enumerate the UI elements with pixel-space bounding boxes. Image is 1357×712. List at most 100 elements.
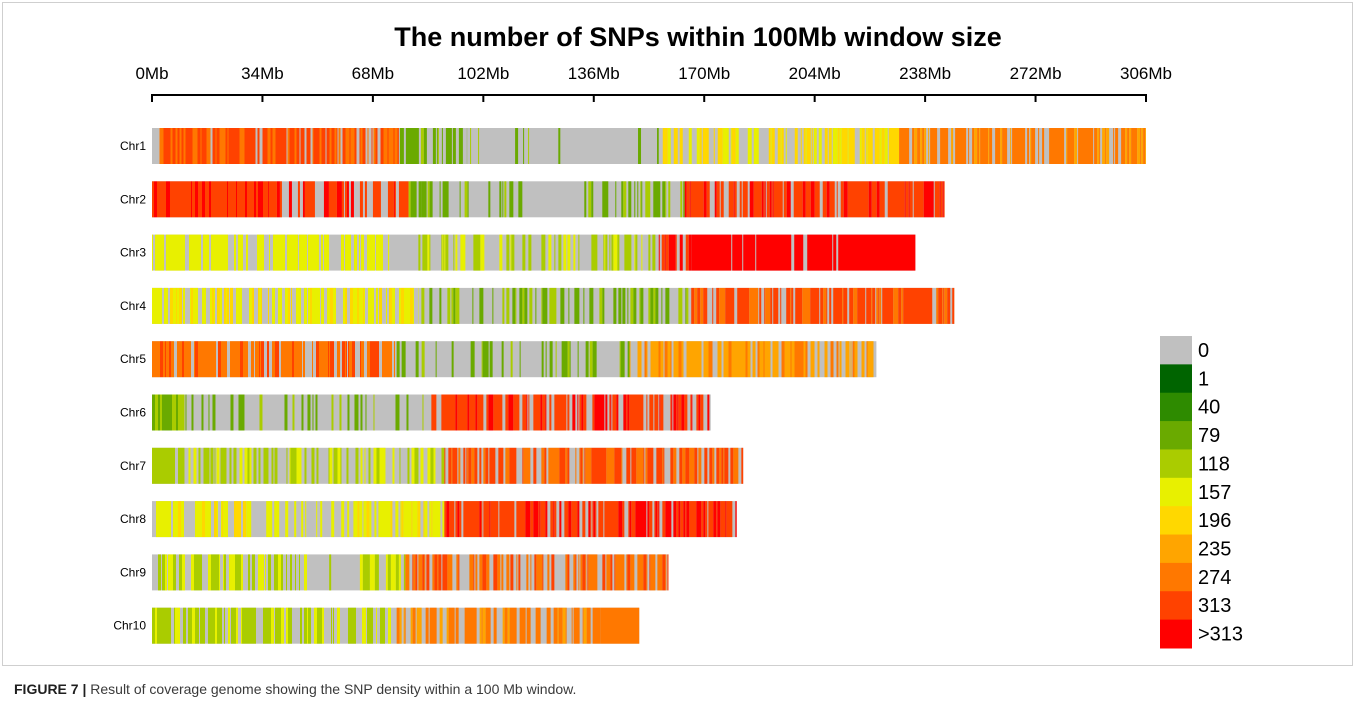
snp-window-stripe	[662, 181, 666, 218]
snp-window-stripe	[872, 287, 876, 324]
snp-window-stripe	[899, 128, 910, 164]
snp-window-stripe	[415, 341, 419, 378]
snp-window-stripe	[405, 554, 410, 591]
snp-window-stripe	[353, 287, 357, 324]
snp-window-stripe	[380, 607, 385, 644]
snp-window-stripe	[453, 234, 455, 271]
snp-window-stripe	[605, 234, 608, 271]
snp-window-stripe	[850, 341, 852, 378]
snp-window-stripe	[742, 181, 748, 218]
snp-window-stripe	[725, 287, 735, 324]
snp-window-stripe	[227, 287, 229, 324]
snp-window-stripe	[940, 128, 949, 164]
snp-window-stripe	[160, 341, 163, 378]
snp-window-stripe	[483, 447, 486, 484]
snp-window-stripe	[805, 341, 808, 378]
snp-window-stripe	[631, 501, 636, 538]
snp-window-stripe	[667, 554, 669, 591]
snp-window-stripe	[365, 394, 367, 431]
snp-window-stripe	[247, 181, 254, 218]
snp-window-stripe	[658, 234, 660, 271]
snp-window-stripe	[913, 181, 924, 218]
snp-window-stripe	[884, 128, 888, 164]
snp-window-stripe	[583, 287, 585, 324]
snp-window-stripe	[599, 287, 603, 324]
x-axis: 0Mb 34Mb 68Mb 102Mb 136Mb 170Mb 204Mb 238Mb 272M…	[135, 64, 1172, 102]
snp-window-stripe	[493, 607, 497, 644]
snp-window-stripe	[230, 394, 234, 431]
snp-window-stripe	[565, 554, 568, 591]
snp-window-stripe	[455, 607, 459, 644]
snp-window-stripe	[522, 394, 527, 431]
snp-window-stripe	[938, 287, 943, 324]
snp-window-stripe	[673, 341, 679, 378]
snp-window-stripe	[581, 394, 584, 431]
snp-window-stripe	[257, 128, 260, 164]
snp-window-stripe	[289, 128, 295, 164]
snp-window-stripe	[703, 287, 708, 324]
snp-window-stripe	[404, 607, 406, 644]
snp-window-stripe	[152, 607, 155, 644]
snp-window-stripe	[312, 394, 314, 431]
snp-window-stripe	[620, 341, 625, 378]
legend-swatch	[1160, 534, 1192, 564]
snp-window-stripe	[700, 394, 704, 431]
snp-window-stripe	[807, 234, 833, 271]
legend-swatch	[1160, 477, 1192, 507]
snp-window-stripe	[310, 287, 312, 324]
snp-window-stripe	[483, 501, 490, 538]
snp-window-stripe	[829, 181, 835, 218]
snp-window-stripe	[360, 128, 363, 164]
snp-window-stripe	[170, 287, 173, 324]
snp-window-stripe	[410, 607, 413, 644]
snp-window-stripe	[685, 501, 687, 538]
snp-window-stripe	[468, 447, 472, 484]
snp-window-stripe	[802, 181, 806, 218]
snp-window-stripe	[526, 607, 531, 644]
snp-window-stripe	[843, 287, 848, 324]
snp-window-stripe	[542, 394, 546, 431]
snp-window-stripe	[730, 447, 734, 484]
chromosome-label: Chr9	[120, 565, 146, 579]
snp-window-stripe	[203, 234, 209, 271]
snp-window-stripe	[429, 501, 432, 538]
snp-window-stripe	[152, 341, 160, 378]
snp-window-stripe	[393, 181, 395, 218]
snp-window-stripe	[928, 128, 930, 164]
snp-window-stripe	[241, 554, 243, 591]
snp-window-stripe	[162, 554, 165, 591]
snp-window-stripe	[173, 554, 176, 591]
snp-window-stripe	[212, 394, 216, 431]
snp-window-stripe	[613, 234, 618, 271]
snp-window-stripe	[1031, 128, 1036, 164]
snp-window-stripe	[504, 181, 507, 218]
snp-window-stripe	[614, 554, 616, 591]
snp-window-stripe	[429, 181, 433, 218]
snp-window-stripe	[447, 554, 453, 591]
snp-window-stripe	[690, 181, 704, 218]
snp-window-stripe	[868, 181, 872, 218]
snp-window-stripe	[333, 607, 334, 644]
snp-window-stripe	[781, 341, 785, 378]
snp-window-stripe	[436, 128, 438, 164]
snp-window-stripe	[394, 128, 398, 164]
snp-window-stripe	[382, 341, 392, 378]
snp-window-stripe	[222, 501, 223, 538]
snp-window-stripe	[861, 341, 865, 378]
snp-window-stripe	[879, 128, 882, 164]
snp-window-stripe	[667, 341, 671, 378]
snp-window-stripe	[159, 128, 164, 164]
snp-window-stripe	[479, 447, 482, 484]
snp-window-stripe	[536, 554, 543, 591]
snp-window-stripe	[256, 181, 258, 218]
snp-window-stripe	[567, 554, 570, 591]
snp-window-stripe	[178, 501, 181, 538]
snp-window-stripe	[258, 287, 259, 324]
snp-window-stripe	[1115, 128, 1119, 164]
snp-window-stripe	[395, 501, 399, 538]
snp-window-stripe	[592, 501, 594, 538]
snp-window-stripe	[1105, 128, 1107, 164]
snp-window-stripe	[259, 341, 260, 378]
snp-window-stripe	[328, 341, 329, 378]
snp-window-stripe	[388, 128, 394, 164]
